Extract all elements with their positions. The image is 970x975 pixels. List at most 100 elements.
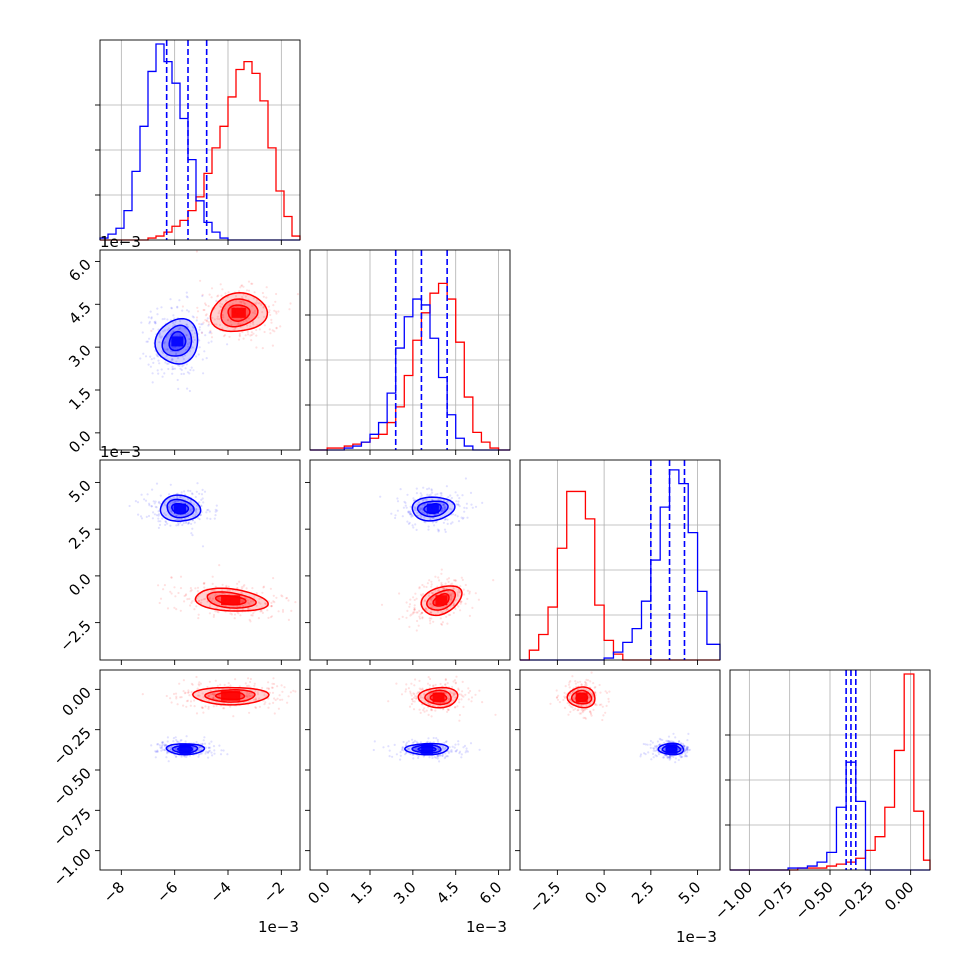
series_b-point	[415, 509, 418, 512]
series_a-point	[573, 689, 576, 693]
series_b-point	[166, 318, 169, 321]
series_a-contour	[420, 585, 463, 617]
series_b-point	[160, 747, 163, 750]
series_a-point	[223, 683, 226, 687]
series_a-point	[204, 705, 207, 708]
series_a-point	[273, 309, 276, 312]
series_a-point	[441, 708, 445, 711]
series_b-point	[400, 748, 403, 752]
series_b-point	[437, 754, 440, 757]
series_b-point	[147, 514, 151, 518]
series_a-point	[454, 579, 457, 582]
series_b-point	[198, 339, 201, 342]
series_b-point	[443, 507, 446, 510]
series_a-point	[589, 702, 592, 705]
series_b-point	[214, 514, 217, 517]
series_b-point	[685, 748, 688, 752]
series_b-point	[435, 520, 438, 523]
series_a-point	[220, 306, 223, 309]
series_a-point	[265, 286, 268, 289]
series_a-point	[207, 707, 210, 710]
series_a-point	[237, 612, 240, 615]
series_b-point	[175, 518, 179, 521]
series_b-point	[191, 493, 194, 496]
series_b-point	[415, 487, 418, 490]
series_b-point	[685, 755, 689, 758]
series_b-point	[443, 505, 446, 508]
x-tick-label: 4.5	[433, 878, 463, 908]
series_a-point	[430, 598, 433, 601]
series_a-point	[188, 694, 191, 697]
series_a-point	[195, 250, 198, 253]
series_a-point	[217, 611, 220, 614]
series_b-point	[454, 750, 457, 753]
series_a-point	[190, 601, 193, 605]
series_a-point	[238, 685, 241, 688]
series_b-point	[166, 736, 169, 739]
series_a-point	[268, 311, 271, 314]
series_a-point	[459, 591, 462, 594]
panel-content	[141, 675, 297, 763]
series_b-point	[174, 320, 177, 323]
series_b-point	[156, 743, 159, 746]
series_b-point	[454, 743, 457, 746]
series_a-point	[408, 705, 412, 708]
series_a-point	[187, 689, 190, 692]
series_a-point	[446, 622, 449, 625]
series_a-point	[462, 695, 465, 698]
series_b-point	[465, 749, 468, 752]
series_a-point	[225, 584, 228, 587]
series_b-point	[440, 509, 443, 512]
series_a-point	[262, 305, 265, 309]
series_b-point	[421, 506, 424, 509]
series_a-point	[232, 715, 235, 718]
series_a-point	[240, 305, 243, 308]
series_a-point	[204, 303, 208, 307]
series_a-point	[589, 711, 592, 714]
series_b-point	[187, 521, 190, 524]
series_b-point	[682, 744, 686, 747]
series_b-point	[183, 517, 186, 521]
series_a-point	[285, 596, 289, 600]
series_b-point	[413, 739, 417, 743]
series_b-point	[180, 491, 183, 494]
series_a-point	[417, 624, 420, 627]
series_b-point	[198, 326, 201, 329]
series_b-point	[156, 749, 159, 752]
series_b-point	[207, 756, 210, 759]
series_b-point	[440, 494, 443, 497]
series_b-point	[422, 486, 425, 489]
series_b-point	[438, 760, 441, 763]
series_a-point	[197, 599, 201, 602]
series_a-point	[461, 680, 464, 684]
series_a-point	[595, 704, 598, 707]
y-tick-label: 0.0	[65, 427, 95, 457]
series_a-point	[241, 587, 244, 590]
series_a-point	[204, 318, 207, 322]
series_b-point	[372, 748, 375, 752]
series_a-point	[281, 608, 285, 612]
series_b-point	[441, 506, 444, 509]
series_a-point	[274, 300, 277, 303]
series_b-point	[411, 524, 414, 527]
series_b-point	[429, 517, 432, 521]
series_a-point	[246, 684, 249, 688]
series_a-point	[584, 680, 587, 684]
series_b-point	[443, 506, 446, 509]
series_b-point	[667, 740, 670, 743]
series_a-point	[419, 688, 422, 691]
series_b-point	[671, 754, 674, 758]
series_b-point	[170, 509, 173, 512]
series_a-point	[239, 286, 242, 289]
series_b-point	[686, 746, 689, 749]
series_a-point	[398, 617, 401, 621]
series_a-point	[452, 680, 455, 683]
series_a-point	[255, 592, 258, 595]
series_b-point	[157, 355, 160, 358]
series_a-point	[286, 701, 289, 704]
series_b-point	[160, 749, 163, 752]
series_a-point	[270, 615, 274, 618]
series_b-point	[176, 740, 179, 743]
y-tick-label: −2.5	[56, 617, 94, 655]
series_b-point	[409, 512, 412, 516]
